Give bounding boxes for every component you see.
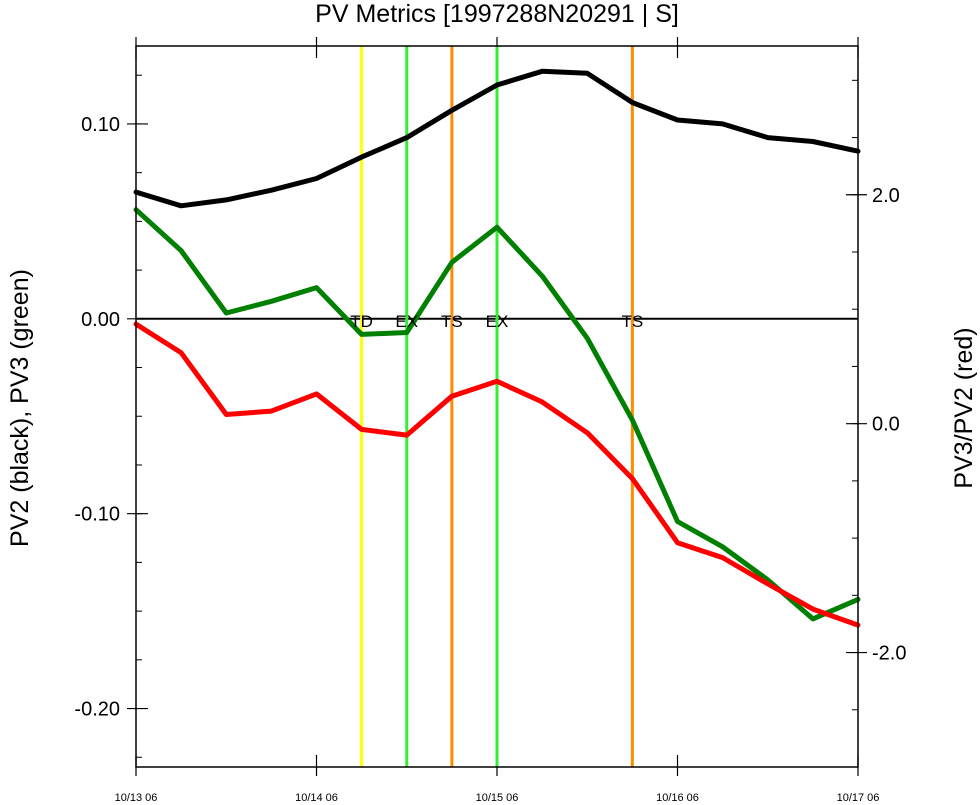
right-tick-label: 2.0 [872,185,900,207]
right-tick-label: -2.0 [872,643,906,665]
event-label-ts: TS [441,312,463,331]
pv2-black-line [133,68,861,209]
chart-title: PV Metrics [1997288N20291 | S] [315,0,679,28]
left-tick-label: -0.20 [74,699,120,721]
event-label-ex: EX [486,312,509,331]
x-tick-label: 10/16 06 [656,792,699,804]
event-label-ex: EX [395,312,418,331]
x-tick-label: 10/13 06 [115,792,158,804]
left-tick-label: -0.10 [74,504,120,526]
left-tick-label: 0.00 [81,309,120,331]
pv3-pv2-ratio-red-line [133,321,861,628]
event-label-td: TD [350,312,373,331]
x-tick-label: 10/14 06 [295,792,338,804]
left-axis-label: PV2 (black), PV3 (green) [6,269,34,547]
right-tick-label: 0.0 [872,414,900,436]
x-tick-label: 10/17 06 [837,792,880,804]
pv3-green-line [133,207,861,622]
right-axis-label: PV3/PV2 (red) [950,327,978,488]
left-tick-label: 0.10 [81,114,120,136]
plot-frame [135,45,859,768]
x-tick-label: 10/15 06 [476,792,519,804]
event-label-ts: TS [622,312,644,331]
chart-marks: 0.10 0.00 -0.10 -0.20 2.0 0.0 -2.0 10/13 06 10/1… [74,37,906,804]
